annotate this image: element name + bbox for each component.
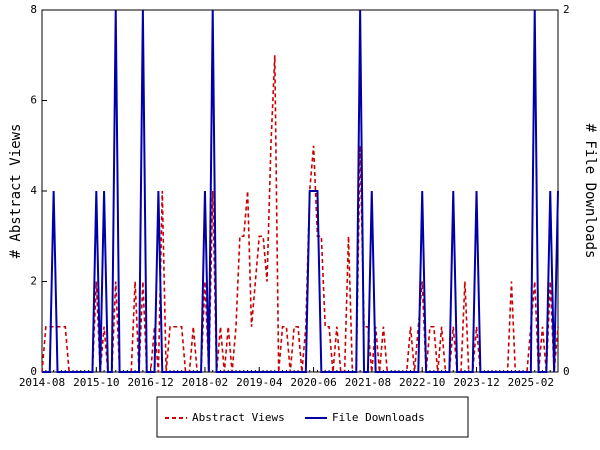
y2-tick-label: 2 bbox=[563, 3, 570, 16]
y-tick-label: 2 bbox=[30, 275, 37, 288]
y2-axis-label: # File Downloads bbox=[582, 124, 598, 259]
x-tick-label: 2022-10 bbox=[399, 376, 445, 389]
y2-tick-label: 0 bbox=[563, 365, 570, 378]
x-tick-label: 2019-04 bbox=[236, 376, 283, 389]
x-tick-label: 2020-06 bbox=[290, 376, 336, 389]
y-tick-label: 4 bbox=[30, 184, 37, 197]
x-tick-label: 2025-02 bbox=[508, 376, 554, 389]
legend-label: Abstract Views bbox=[192, 411, 285, 424]
x-tick-label: 2021-08 bbox=[345, 376, 391, 389]
legend-box bbox=[156, 396, 469, 438]
y-axis-label: # Abstract Views bbox=[8, 124, 24, 259]
x-tick-label: 2018-02 bbox=[182, 376, 228, 389]
x-tick-label: 2023-12 bbox=[453, 376, 499, 389]
y-tick-label: 8 bbox=[30, 3, 37, 16]
y-tick-label: 0 bbox=[30, 365, 37, 378]
legend-label: File Downloads bbox=[332, 411, 425, 424]
series-line bbox=[42, 9, 559, 373]
x-tick-label: 2015-10 bbox=[73, 376, 119, 389]
x-tick-label: 2014-08 bbox=[19, 376, 65, 389]
x-tick-label: 2016-12 bbox=[127, 376, 173, 389]
y-tick-label: 6 bbox=[30, 94, 37, 107]
